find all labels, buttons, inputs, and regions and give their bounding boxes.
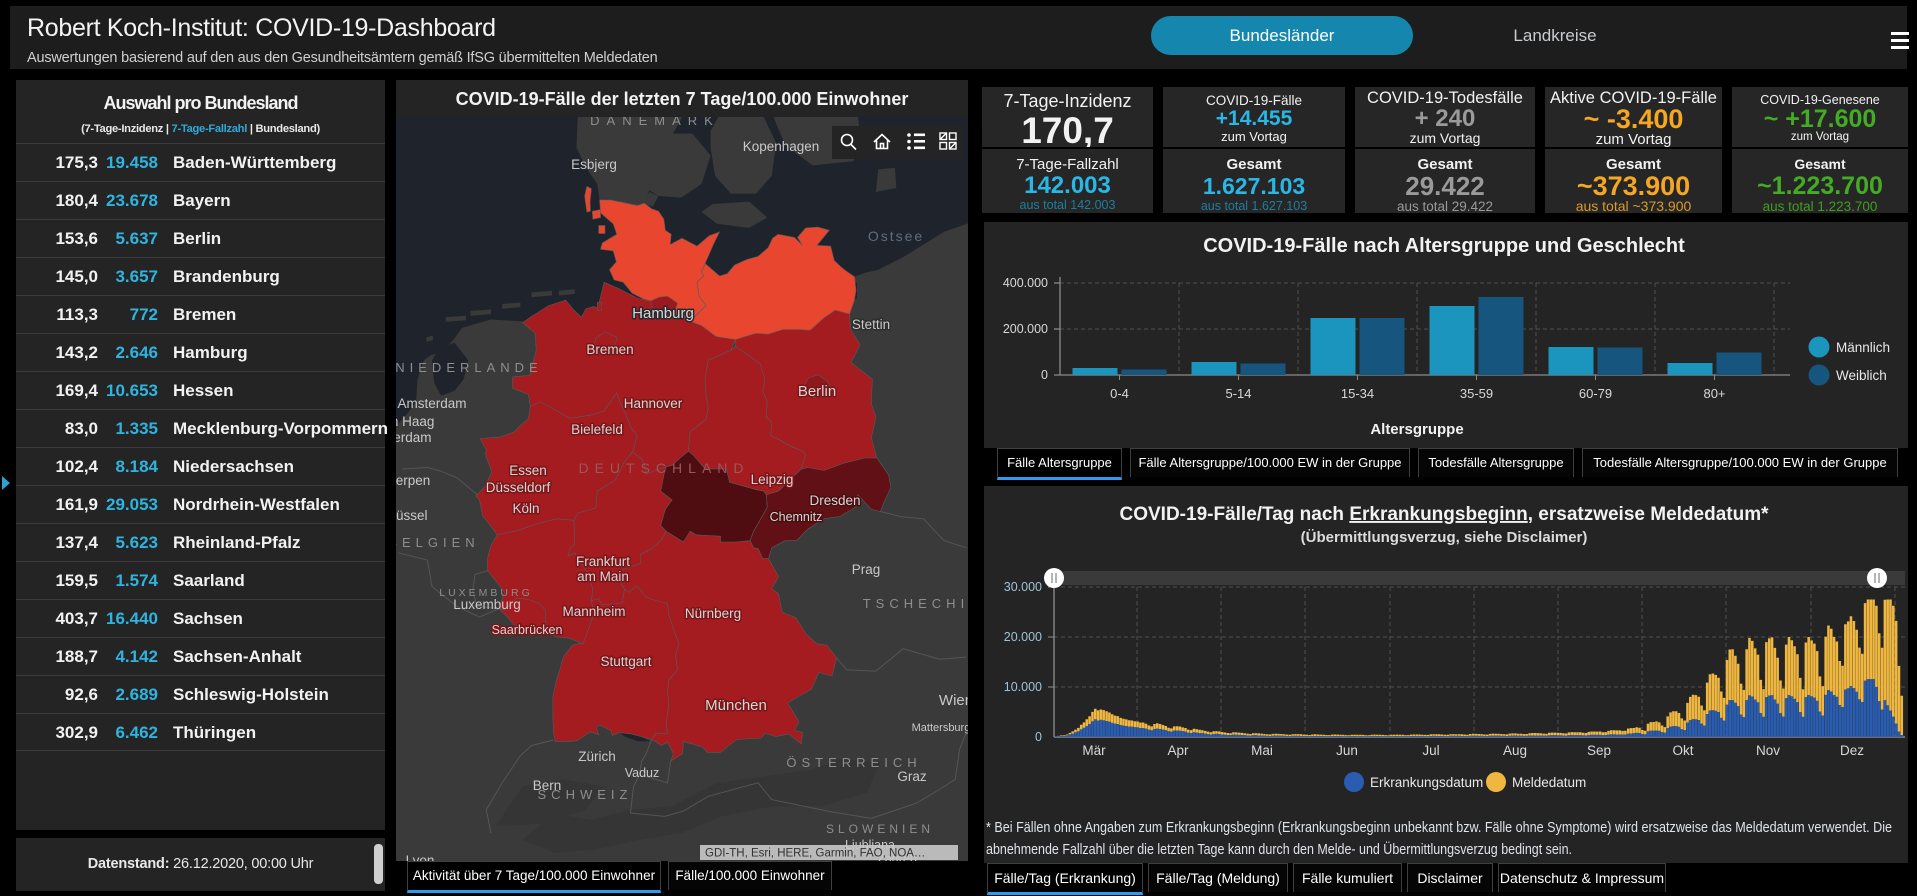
svg-text:Okt: Okt: [1672, 743, 1693, 758]
svg-text:Hannover: Hannover: [624, 396, 683, 411]
svg-text:Graz: Graz: [897, 769, 927, 784]
svg-text:Erkrankungsdatum: Erkrankungsdatum: [1370, 775, 1483, 790]
svg-text:Leipzig: Leipzig: [751, 472, 794, 487]
svg-text:Esbjerg: Esbjerg: [571, 157, 617, 172]
svg-text:20.000: 20.000: [1004, 630, 1042, 644]
svg-text:Luxemburg: Luxemburg: [453, 597, 521, 612]
svg-text:am Main: am Main: [577, 569, 629, 584]
svg-text:Mannheim: Mannheim: [562, 604, 625, 619]
svg-text:Männlich: Männlich: [1836, 340, 1890, 355]
svg-text:GDI-TH, Esri, HERE, Garmin, FA: GDI-TH, Esri, HERE, Garmin, FAO, NOA…: [705, 848, 925, 860]
svg-text:10.000: 10.000: [1004, 680, 1042, 694]
svg-text:Mai: Mai: [1251, 743, 1273, 758]
svg-text:Hamburg: Hamburg: [632, 305, 694, 322]
svg-text:Saarbrücken: Saarbrücken: [492, 623, 563, 637]
svg-text:LUXEMBURG: LUXEMBURG: [439, 587, 533, 599]
svg-text:Kopenhagen: Kopenhagen: [743, 139, 820, 154]
svg-text:Ostsee: Ostsee: [868, 228, 924, 244]
svg-text:Brüssel: Brüssel: [396, 508, 428, 523]
svg-text:Bremen: Bremen: [586, 342, 633, 357]
svg-text:0: 0: [1035, 730, 1042, 744]
svg-text:Berlin: Berlin: [798, 383, 836, 400]
svg-text:Weiblich: Weiblich: [1836, 368, 1887, 383]
svg-text:Jul: Jul: [1422, 743, 1439, 758]
svg-text:Zürich: Zürich: [578, 749, 616, 764]
svg-text:Chemnitz: Chemnitz: [770, 510, 823, 524]
svg-text:Prag: Prag: [852, 562, 881, 577]
svg-text:60-79: 60-79: [1579, 386, 1612, 401]
svg-text:0: 0: [1041, 368, 1048, 382]
svg-text:abnehmende Fallzahl über die l: abnehmende Fallzahl über die letzten Tag…: [986, 840, 1572, 858]
svg-text:* Bei Fällen ohne Angaben zum: * Bei Fällen ohne Angaben zum Erkrankung…: [986, 819, 1892, 836]
svg-text:SCHWEIZ: SCHWEIZ: [538, 787, 633, 802]
svg-text:Vaduz: Vaduz: [625, 766, 660, 780]
svg-text:DEUTSCHLAND: DEUTSCHLAND: [578, 460, 749, 476]
svg-text:SLOWENIEN: SLOWENIEN: [826, 822, 934, 836]
svg-text:ÖSTERREICH: ÖSTERREICH: [786, 755, 921, 770]
svg-text:Frankfurt: Frankfurt: [576, 554, 630, 569]
svg-text:Den Haag: Den Haag: [396, 414, 434, 429]
svg-text:Nürnberg: Nürnberg: [685, 606, 741, 621]
svg-text:Meldedatum: Meldedatum: [1512, 775, 1586, 790]
svg-text:Dez: Dez: [1840, 743, 1864, 758]
svg-text:(Übermittlungsverzug, siehe Di: (Übermittlungsverzug, siehe Disclaimer): [1301, 529, 1588, 546]
svg-text:Essen: Essen: [509, 463, 547, 478]
svg-text:Mattersburg: Mattersburg: [912, 722, 968, 734]
svg-text:Altersgruppe: Altersgruppe: [1370, 421, 1463, 438]
svg-text:Aug: Aug: [1503, 743, 1527, 758]
svg-text:Lyon: Lyon: [406, 853, 435, 861]
svg-text:BELGIEN: BELGIEN: [396, 535, 480, 550]
svg-text:Mär: Mär: [1082, 743, 1106, 758]
svg-text:COVID-19-Fälle nach Altersgrup: COVID-19-Fälle nach Altersgruppe und Ges…: [1203, 235, 1685, 257]
svg-text:COVID-19-Fälle/Tag nach Erkran: COVID-19-Fälle/Tag nach Erkrankungsbegin…: [1120, 504, 1770, 525]
svg-text:Dresden: Dresden: [809, 493, 860, 508]
svg-text:15-34: 15-34: [1341, 386, 1374, 401]
svg-text:Bern: Bern: [533, 778, 562, 793]
svg-text:5-14: 5-14: [1225, 386, 1251, 401]
svg-text:Jun: Jun: [1336, 743, 1358, 758]
svg-text:Amsterdam: Amsterdam: [397, 396, 466, 411]
svg-text:München: München: [705, 697, 767, 714]
svg-text:DÄNEMARK: DÄNEMARK: [590, 117, 720, 128]
svg-text:Sep: Sep: [1587, 743, 1611, 758]
svg-text:Antwerpen: Antwerpen: [396, 473, 430, 488]
svg-text:TSCHECHIEN: TSCHECHIEN: [863, 596, 968, 611]
svg-text:Bielefeld: Bielefeld: [571, 422, 623, 437]
svg-text:Stuttgart: Stuttgart: [600, 654, 651, 669]
svg-text:35-59: 35-59: [1460, 386, 1493, 401]
svg-text:Wien: Wien: [939, 692, 968, 709]
svg-text:NIEDERLANDE: NIEDERLANDE: [396, 360, 543, 375]
svg-text:Apr: Apr: [1167, 743, 1189, 758]
svg-text:30.000: 30.000: [1004, 580, 1042, 594]
svg-text:Stettin: Stettin: [852, 317, 890, 332]
svg-text:Rotterdam: Rotterdam: [396, 430, 432, 445]
svg-text:80+: 80+: [1703, 386, 1725, 401]
svg-text:0-4: 0-4: [1110, 386, 1129, 401]
svg-text:Nov: Nov: [1756, 743, 1780, 758]
svg-text:Düsseldorf: Düsseldorf: [486, 480, 551, 495]
svg-text:400.000: 400.000: [1003, 276, 1048, 290]
svg-text:Köln: Köln: [512, 501, 539, 516]
svg-text:200.000: 200.000: [1003, 322, 1048, 336]
